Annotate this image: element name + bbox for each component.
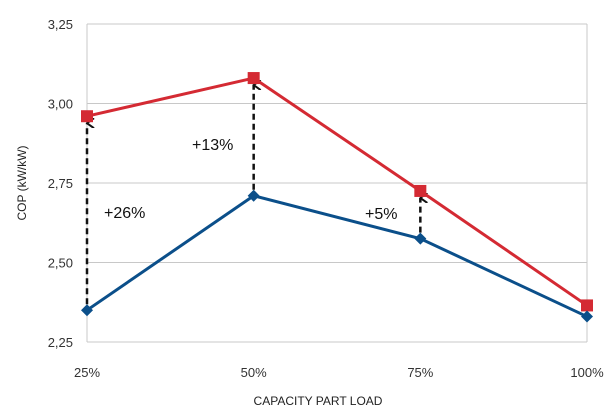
series-line-0 [86,76,588,307]
series-line-1 [86,194,588,318]
annotation-layer: +26% +13% +5% [104,137,397,223]
annotation-2: +5% [365,206,397,223]
y-tick-label-2: 2,75 [48,176,73,191]
series-0-point-2 [414,184,427,197]
series-0-point-1 [247,72,260,85]
series-layer [81,72,593,323]
series-1-point-1 [247,189,260,202]
x-tick-label-1: 50% [241,365,267,380]
series-1-point-3 [581,310,593,323]
y-tick-labels: 2,25 2,50 2,75 3,00 3,25 [48,17,73,350]
x-tick-labels: 25% 50% 75% 100% [74,365,604,380]
y-tick-label-1: 2,50 [48,256,73,271]
y-axis-title: COP (kW/kW) [15,145,29,220]
annotation-0: +26% [104,205,145,222]
series-1-point-0 [81,304,93,317]
y-tick-label-4: 3,25 [48,17,73,32]
series-0-point-3 [581,299,593,312]
annotation-1: +13% [192,137,233,154]
y-tick-label-3: 3,00 [48,97,73,112]
series-1-point-2 [414,232,427,245]
grid-layer [86,23,588,343]
x-tick-label-0: 25% [74,365,100,380]
y-tick-label-0: 2,25 [48,335,73,350]
difference-arrows [85,85,420,305]
x-tick-label-3: 100% [570,365,604,380]
series-0-point-0 [81,110,93,123]
x-axis-title: CAPACITY PART LOAD [254,394,383,408]
x-tick-label-2: 75% [407,365,433,380]
